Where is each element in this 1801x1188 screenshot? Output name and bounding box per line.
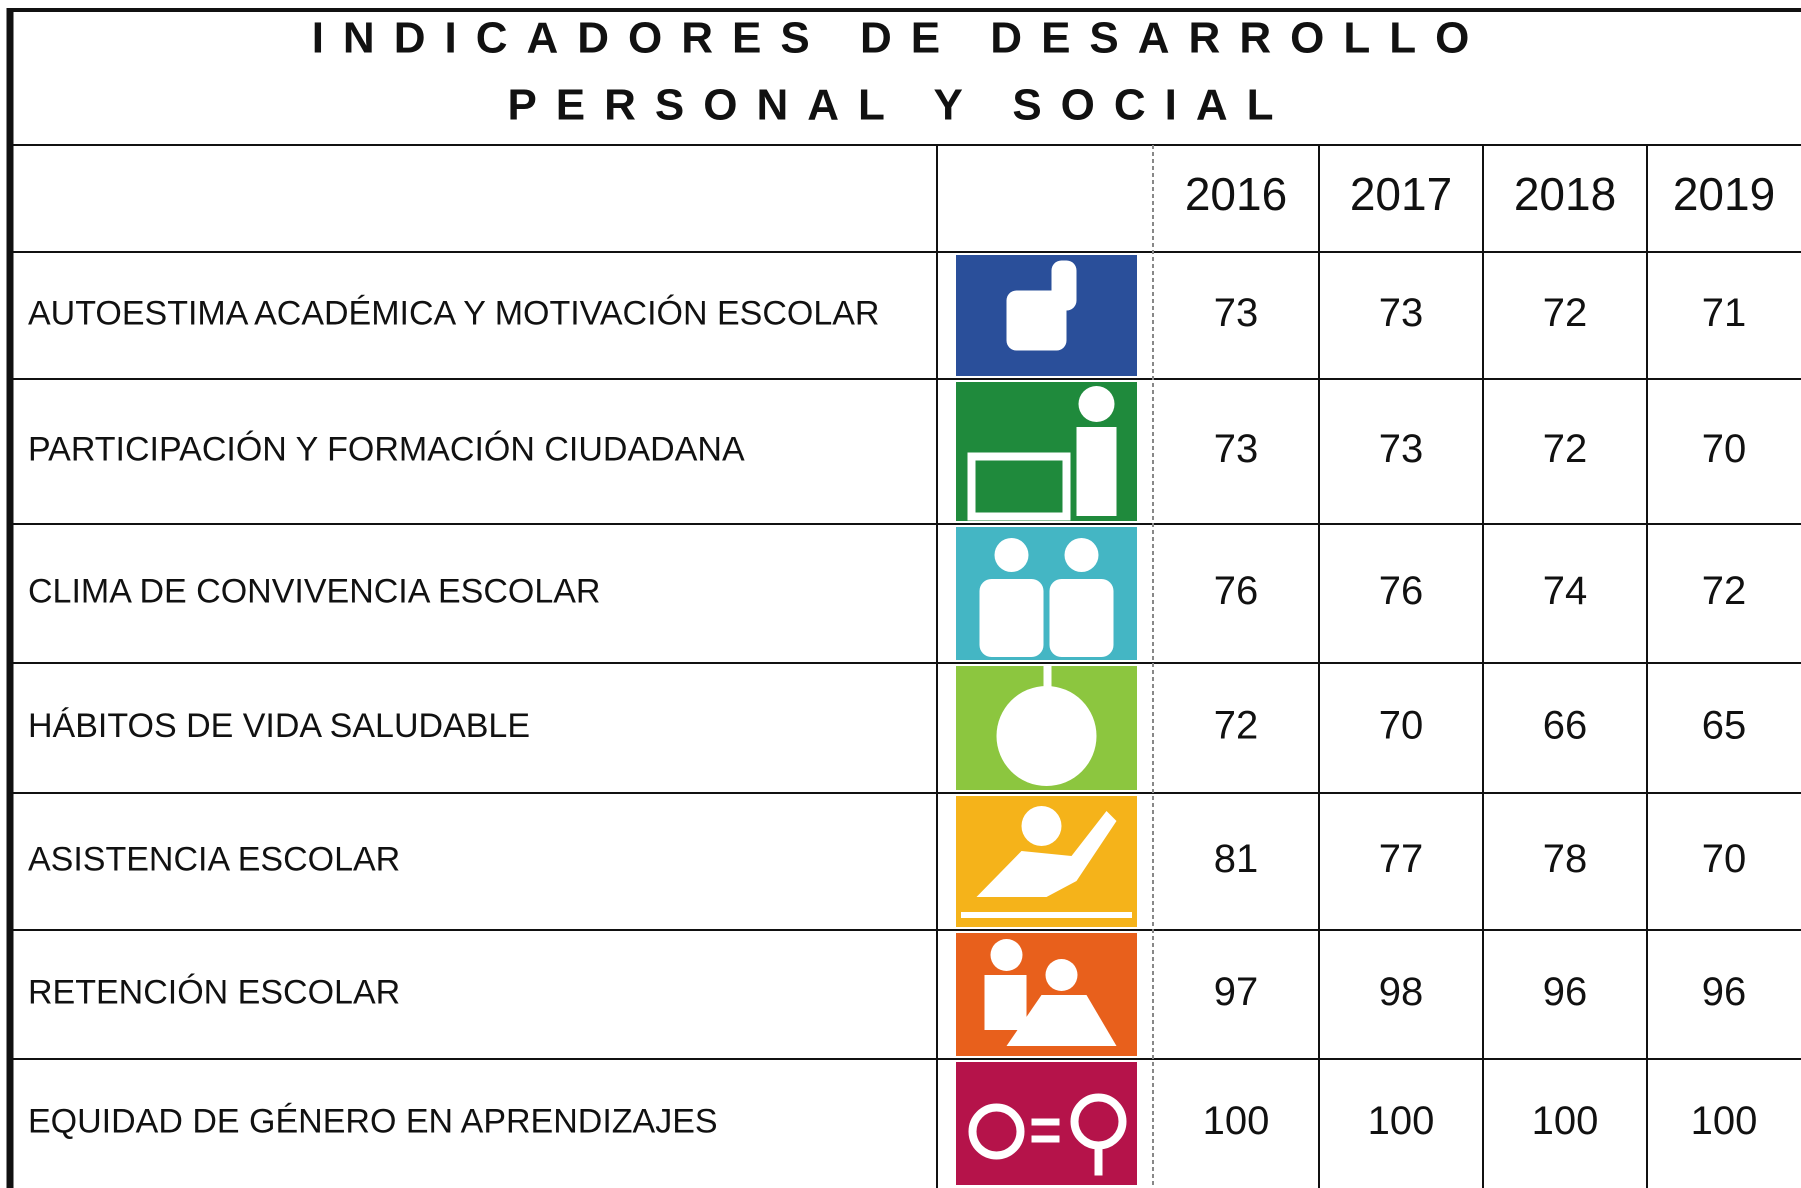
cell-value: 77 <box>1379 837 1424 881</box>
cell-value: 100 <box>1532 1099 1599 1143</box>
cell-value: 73 <box>1379 427 1424 471</box>
icon-shape <box>961 912 1132 918</box>
row-label: ASISTENCIA ESCOLAR <box>28 840 400 878</box>
icon-shape <box>967 452 1071 521</box>
cell-value: 76 <box>1379 569 1424 613</box>
icon-shape <box>1064 538 1099 572</box>
cell-value: 100 <box>1368 1099 1435 1143</box>
icon <box>956 796 1137 927</box>
icon-shape <box>1076 427 1117 516</box>
icon-shape <box>984 975 1027 1030</box>
cell-value: 70 <box>1702 837 1747 881</box>
icon-shape <box>1021 806 1062 846</box>
cell-value: 76 <box>1214 569 1259 613</box>
icon <box>956 527 1137 660</box>
icon-shape <box>1031 1118 1060 1126</box>
cell-value: 72 <box>1214 704 1259 748</box>
icon-shape <box>1043 666 1052 691</box>
cell-value: 97 <box>1214 970 1259 1014</box>
icon-shape <box>1094 1145 1103 1176</box>
icon-shape <box>1006 995 1117 1046</box>
icon-shape <box>979 579 1044 657</box>
column-header: 2017 <box>1350 168 1452 220</box>
row-label: RETENCIÓN ESCOLAR <box>28 973 400 1011</box>
cell-value: 100 <box>1203 1099 1270 1143</box>
cell-value: 81 <box>1214 837 1259 881</box>
icon-shape <box>994 538 1029 572</box>
cell-value: 70 <box>1702 427 1747 471</box>
icon-shape <box>1045 959 1078 991</box>
row-label: EQUIDAD DE GÉNERO EN APRENDIZAJES <box>28 1102 718 1140</box>
row-label: AUTOESTIMA ACADÉMICA Y MOTIVACIÓN ESCOLA… <box>28 294 879 332</box>
title-line: PERSONAL Y SOCIAL <box>507 81 1292 130</box>
cell-value: 74 <box>1543 569 1588 613</box>
icon-shape <box>1031 1135 1060 1143</box>
icon-shape <box>1078 386 1115 422</box>
cell-value: 72 <box>1543 291 1588 335</box>
icon-shape <box>976 811 1117 897</box>
icon <box>956 933 1137 1056</box>
row-label: HÁBITOS DE VIDA SALUDABLE <box>28 707 530 745</box>
column-header: 2016 <box>1185 168 1287 220</box>
icon <box>956 666 1137 790</box>
icon <box>956 1062 1137 1185</box>
icon-shape <box>1049 579 1114 657</box>
cell-value: 96 <box>1702 970 1747 1014</box>
icon <box>956 382 1137 521</box>
cell-value: 73 <box>1214 427 1259 471</box>
icon-shape <box>996 686 1097 786</box>
cell-value: 73 <box>1379 291 1424 335</box>
row-label: CLIMA DE CONVIVENCIA ESCOLAR <box>28 572 601 610</box>
column-header: 2018 <box>1514 168 1616 220</box>
icon-shape <box>990 939 1023 971</box>
cell-value: 72 <box>1543 427 1588 471</box>
cell-value: 100 <box>1691 1099 1758 1143</box>
cell-value: 66 <box>1543 704 1588 748</box>
cell-value: 98 <box>1379 970 1424 1014</box>
cell-value: 70 <box>1379 704 1424 748</box>
cell-value: 71 <box>1702 291 1747 335</box>
cell-value: 73 <box>1214 291 1259 335</box>
icon-shape <box>1006 290 1067 351</box>
cell-value: 72 <box>1702 569 1747 613</box>
row-label: PARTICIPACIÓN Y FORMACIÓN CIUDADANA <box>28 430 745 468</box>
icon <box>956 255 1137 376</box>
title-line: INDICADORES DE DESARROLLO <box>312 14 1489 63</box>
cell-value: 78 <box>1543 837 1588 881</box>
cell-value: 96 <box>1543 970 1588 1014</box>
icon-shape <box>1051 260 1077 311</box>
cell-value: 65 <box>1702 704 1747 748</box>
icon-shape <box>968 1103 1025 1160</box>
column-header: 2019 <box>1673 168 1775 220</box>
